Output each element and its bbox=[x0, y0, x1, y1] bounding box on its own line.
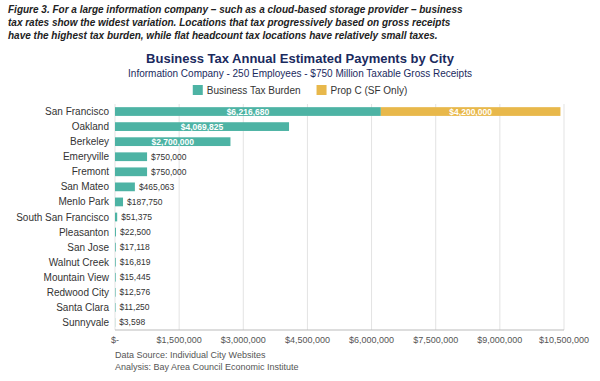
bar bbox=[115, 228, 116, 237]
y-tick-label: Sunnyvale bbox=[62, 317, 109, 328]
footer: Analysis: Bay Area Council Economic Inst… bbox=[115, 362, 299, 372]
grid bbox=[115, 104, 564, 330]
data-label: $12,576 bbox=[120, 287, 151, 297]
bar bbox=[115, 167, 147, 176]
y-tick-label: Berkeley bbox=[70, 136, 109, 147]
bar bbox=[117, 213, 118, 222]
legend-entry: Business Tax Burden bbox=[207, 85, 301, 96]
bar bbox=[147, 152, 148, 161]
x-tick-label: $9,000,000 bbox=[477, 335, 522, 345]
chart: Figure 3. For a large information compan… bbox=[0, 0, 600, 381]
footer: Data Source: Individual City Websites bbox=[115, 350, 266, 360]
data-label: $15,445 bbox=[120, 272, 151, 282]
grid-line bbox=[371, 104, 372, 330]
title: Business Tax Annual Estimated Payments b… bbox=[146, 51, 455, 66]
bar bbox=[115, 198, 123, 207]
bar bbox=[115, 137, 230, 146]
bar bbox=[123, 198, 124, 207]
bar bbox=[115, 243, 116, 252]
bars bbox=[115, 107, 560, 327]
legend-swatch bbox=[193, 85, 203, 95]
y-tick-label: Walnut Creek bbox=[49, 257, 110, 268]
y-tick-label: Fremont bbox=[72, 166, 109, 177]
x-tick-label: $1,500,000 bbox=[157, 335, 202, 345]
bar bbox=[381, 107, 561, 116]
bar bbox=[115, 273, 116, 282]
legend: Business Tax Burden Prop C (SF Only) bbox=[193, 85, 407, 96]
data-label: $16,819 bbox=[120, 257, 151, 267]
bar bbox=[134, 182, 135, 191]
x-tick-label: $- bbox=[111, 335, 119, 345]
y-tick-label: Emeryville bbox=[63, 151, 110, 162]
data-label: $750,000 bbox=[151, 152, 187, 162]
bar bbox=[147, 167, 148, 176]
y-tick-label: Santa Clara bbox=[56, 302, 109, 313]
data-label: $22,500 bbox=[120, 227, 151, 237]
bar bbox=[115, 303, 116, 312]
bar bbox=[115, 107, 381, 116]
y-tick-label: South San Francisco bbox=[16, 212, 109, 223]
bar bbox=[230, 137, 231, 146]
y-tick-label: Menlo Park bbox=[58, 196, 110, 207]
data-label: $11,250 bbox=[119, 302, 149, 312]
x-axis bbox=[115, 330, 564, 331]
data-label: $3,598 bbox=[119, 317, 145, 327]
grid-line bbox=[243, 104, 244, 330]
bar bbox=[115, 318, 116, 327]
x-tick-label: $10,500,000 bbox=[539, 335, 589, 345]
y-tick-label: San Mateo bbox=[61, 181, 110, 192]
bar bbox=[115, 228, 116, 237]
data-label: $17,118 bbox=[120, 242, 150, 252]
legend-entry: Prop C (SF Only) bbox=[331, 85, 408, 96]
y-tick-label: Oakland bbox=[72, 121, 109, 132]
x-tick-label: $7,500,000 bbox=[413, 335, 458, 345]
x-tick-label: $4,500,000 bbox=[285, 335, 330, 345]
bar bbox=[115, 288, 116, 297]
grid-line bbox=[307, 104, 308, 330]
subtitle: Information Company - 250 Employees - $7… bbox=[128, 68, 472, 79]
data-label: $6,216,680 bbox=[227, 107, 270, 117]
caption: Figure 3. For a large information compan… bbox=[8, 4, 463, 41]
data-label: $51,375 bbox=[121, 212, 152, 222]
bar bbox=[115, 243, 116, 252]
y-tick-label: Redwood City bbox=[47, 287, 109, 298]
bar bbox=[115, 303, 116, 312]
bar bbox=[115, 318, 116, 327]
data-label: $750,000 bbox=[151, 167, 187, 177]
bar bbox=[115, 258, 116, 267]
data-label: $2,700,000 bbox=[151, 137, 194, 147]
bar bbox=[289, 122, 290, 131]
bar bbox=[115, 258, 116, 267]
data-labels: $6,216,680$4,069,825 $2,700,000 $750,000 $7… bbox=[119, 107, 492, 328]
bar bbox=[115, 213, 117, 222]
y-tick-label: San Francisco bbox=[45, 106, 109, 117]
bar bbox=[115, 152, 147, 161]
grid-line bbox=[435, 104, 436, 330]
bar bbox=[115, 122, 289, 131]
bar bbox=[115, 273, 116, 282]
data-label: $187,750 bbox=[127, 197, 163, 207]
data-label: $4,200,000 bbox=[449, 107, 492, 117]
y-tick-label: Mountain View bbox=[44, 272, 110, 283]
x-tick-label: $6,000,000 bbox=[349, 335, 394, 345]
bar bbox=[115, 288, 116, 297]
y-tick-label: Pleasanton bbox=[59, 227, 109, 238]
y-tick-label: San Jose bbox=[67, 242, 109, 253]
grid-line bbox=[564, 104, 565, 330]
data-label: $4,069,825 bbox=[181, 122, 224, 132]
x-tick-label: $3,000,000 bbox=[221, 335, 266, 345]
data-label: $465,063 bbox=[139, 182, 175, 192]
bar bbox=[115, 182, 135, 191]
grid-line bbox=[499, 104, 500, 330]
legend-swatch bbox=[317, 85, 327, 95]
